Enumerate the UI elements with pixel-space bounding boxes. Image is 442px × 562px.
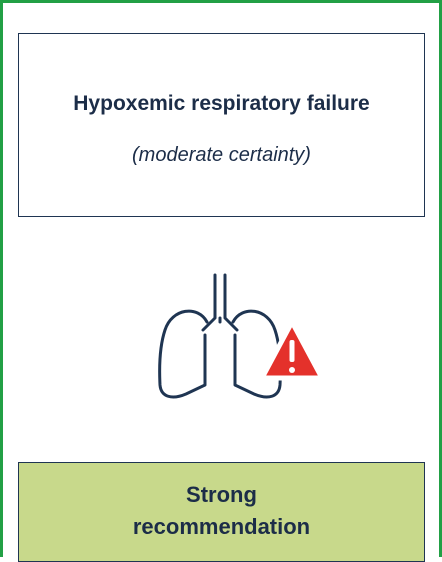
recommendation-box: Strong recommendation bbox=[18, 462, 425, 562]
recommendation-line: recommendation bbox=[132, 514, 311, 539]
warning-bar bbox=[289, 340, 295, 362]
certainty: (moderate certainty) bbox=[132, 144, 311, 166]
recommendation-line: Strong bbox=[186, 482, 257, 507]
warning-dot bbox=[289, 367, 295, 373]
condition-box: Hypoxemic respiratory failure (moderate … bbox=[18, 33, 425, 217]
condition-title: Hypoxemic respiratory failure bbox=[73, 92, 370, 115]
